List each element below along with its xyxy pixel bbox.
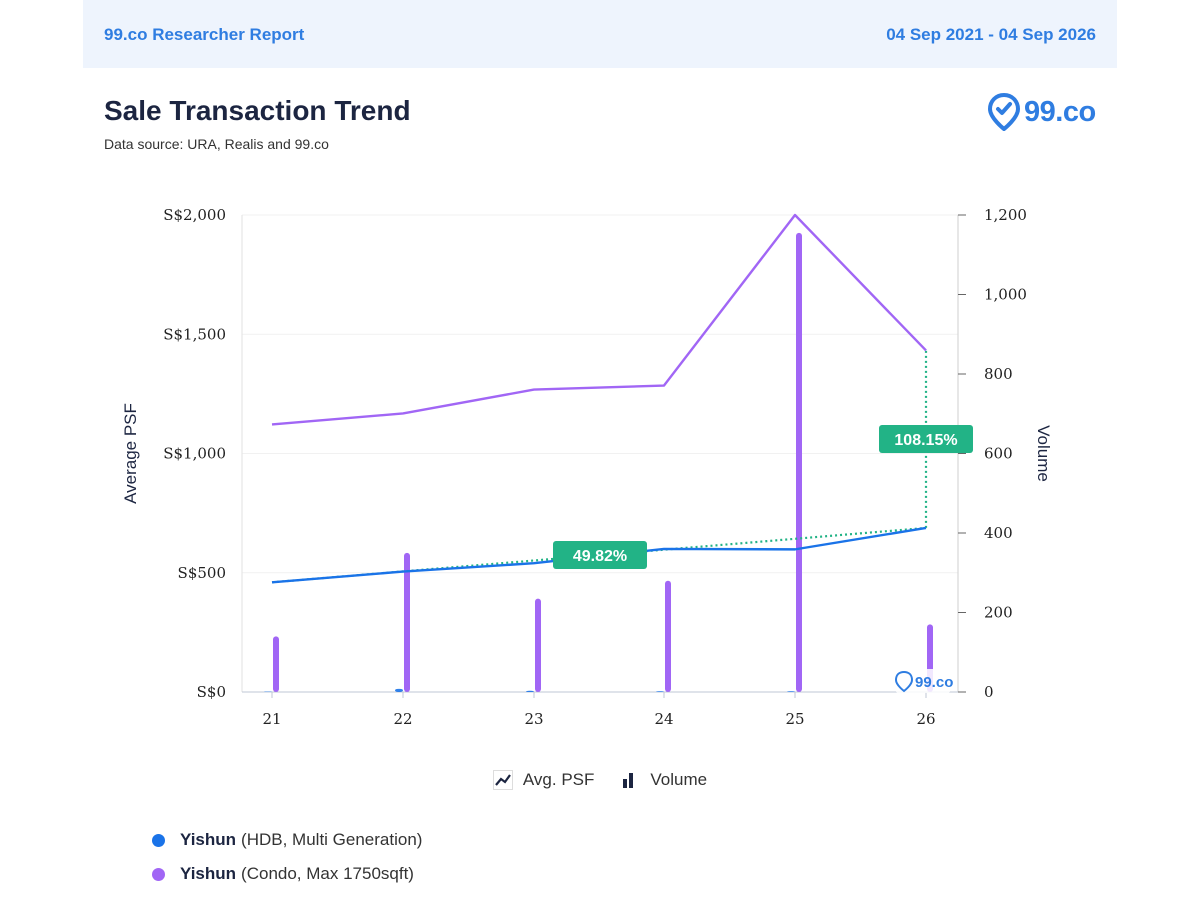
brand-logo: 99.co xyxy=(988,92,1096,132)
y-tick-label: S$1,000 xyxy=(163,445,226,463)
volume-bar xyxy=(796,232,802,692)
date-range: 04 Sep 2021 - 04 Sep 2026 xyxy=(886,25,1096,44)
volume-bar xyxy=(787,691,795,692)
y-tick-label: S$0 xyxy=(197,683,226,701)
data-source-note: Data source: URA, Realis and 99.co xyxy=(104,136,329,152)
y2-tick-label: 1,000 xyxy=(984,286,1027,304)
volume-bar xyxy=(273,636,279,692)
series-color-dot xyxy=(152,867,165,881)
x-tick-label: 21 xyxy=(262,710,281,728)
page-title: Sale Transaction Trend xyxy=(104,95,411,126)
y2-tick-label: 1,200 xyxy=(984,206,1027,224)
x-tick-label: 24 xyxy=(654,710,673,728)
line-chart-icon xyxy=(492,770,513,790)
y-axis-title: Average PSF xyxy=(121,403,140,504)
volume-bar xyxy=(526,690,534,692)
trend-label-condo: 108.15% xyxy=(894,432,957,449)
watermark-text: 99.co xyxy=(915,674,953,691)
volume-bar xyxy=(665,580,671,692)
legend-volume[interactable]: Volume xyxy=(620,770,707,790)
x-tick-label: 26 xyxy=(916,710,935,728)
y2-tick-label: 600 xyxy=(984,445,1013,463)
y2-tick-label: 800 xyxy=(984,365,1013,383)
y2-tick-label: 0 xyxy=(984,683,994,701)
y2-axis-title: Volume xyxy=(1034,425,1053,482)
legend-volume-label: Volume xyxy=(650,770,708,789)
y2-tick-label: 400 xyxy=(984,524,1013,542)
series-list: Yishun (HDB, Multi Generation) Yishun (C… xyxy=(152,823,422,891)
y-tick-label: S$1,500 xyxy=(163,325,226,343)
location-pin-icon xyxy=(988,93,1020,131)
x-tick-label: 23 xyxy=(524,710,543,728)
series-name: Yishun xyxy=(180,830,237,849)
brand-text: 99.co xyxy=(1024,95,1096,128)
trend-label-hdb: 49.82% xyxy=(573,548,627,565)
report-header-bar: 99.co Researcher Report 04 Sep 2021 - 04… xyxy=(83,0,1117,68)
volume-bar xyxy=(395,688,403,692)
x-tick-label: 22 xyxy=(393,710,412,728)
watermark-pin-icon xyxy=(894,670,914,693)
legend-avg-psf[interactable]: Avg. PSF xyxy=(492,770,595,790)
legend-avg-psf-label: Avg. PSF xyxy=(522,770,595,789)
series-detail: (Condo, Max 1750sqft) xyxy=(241,864,414,883)
series-item-hdb[interactable]: Yishun (HDB, Multi Generation) xyxy=(152,823,422,857)
bar-chart-icon xyxy=(623,773,634,788)
volume-bar xyxy=(656,691,664,692)
sale-trend-chart: S$0 S$500 S$1,000 S$1,500 S$2,000 0 200 400 600 8… xyxy=(121,206,1053,728)
psf-line-condo xyxy=(271,213,927,426)
volume-bar xyxy=(404,552,410,692)
series-item-condo[interactable]: Yishun (Condo, Max 1750sqft) xyxy=(152,857,422,891)
volume-bar xyxy=(535,598,541,692)
trend-label-condo-bg xyxy=(879,425,973,453)
y2-tick-label: 200 xyxy=(984,604,1013,622)
chart-legend: Avg. PSF Volume xyxy=(0,770,1200,790)
series-detail: (HDB, Multi Generation) xyxy=(241,830,423,849)
series-color-dot xyxy=(152,833,165,847)
x-tick-label: 25 xyxy=(785,710,804,728)
trend-line-hdb xyxy=(271,526,927,584)
trend-label-hdb-bg xyxy=(553,541,647,569)
y-tick-label: S$500 xyxy=(178,564,226,582)
y-tick-label: S$2,000 xyxy=(163,206,226,224)
report-name: 99.co Researcher Report xyxy=(104,25,305,44)
series-name: Yishun xyxy=(180,864,237,883)
